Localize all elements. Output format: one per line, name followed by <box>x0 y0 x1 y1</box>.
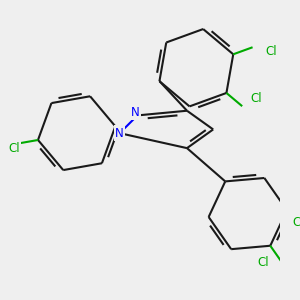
Text: N: N <box>131 106 140 119</box>
Text: Cl: Cl <box>266 45 277 58</box>
Text: Cl: Cl <box>258 256 269 269</box>
Text: Cl: Cl <box>250 92 262 105</box>
Text: Cl: Cl <box>292 216 300 229</box>
Text: Cl: Cl <box>8 142 20 155</box>
Text: N: N <box>115 127 124 140</box>
